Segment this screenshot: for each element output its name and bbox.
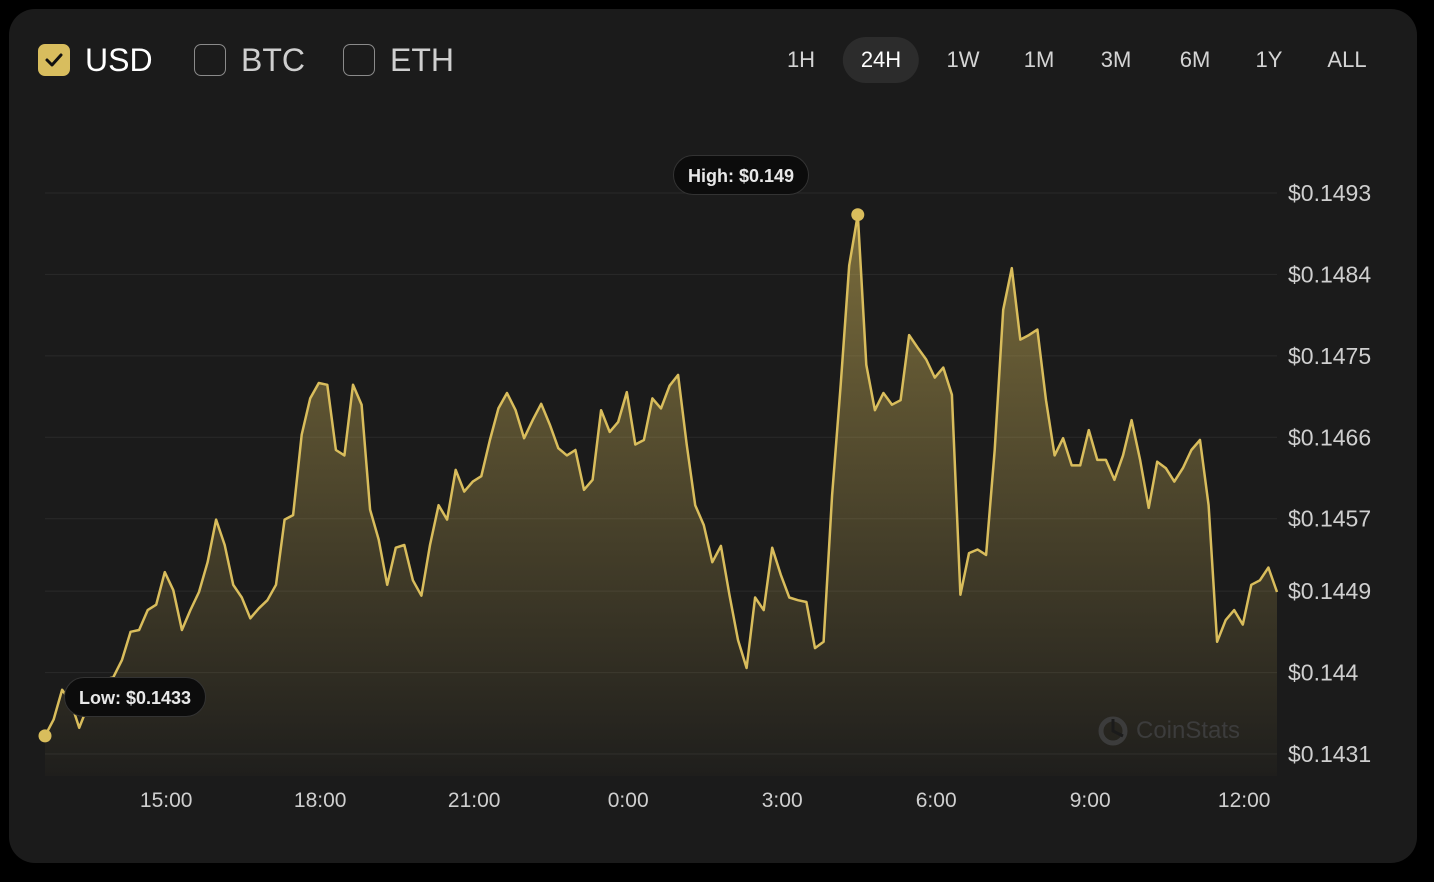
y-tick-label: $0.1493	[1288, 180, 1371, 206]
high-marker	[851, 208, 865, 222]
x-tick-label: 0:00	[608, 789, 649, 812]
y-tick-label: $0.1457	[1288, 506, 1371, 532]
x-tick-label: 6:00	[916, 789, 957, 812]
y-tick-label: $0.1484	[1288, 261, 1371, 287]
checkbox-icon[interactable]	[343, 44, 375, 76]
price-line	[43, 213, 1279, 737]
x-tick-label: 18:00	[294, 789, 347, 812]
x-tick-label: 12:00	[1218, 789, 1271, 812]
y-tick-label: $0.1475	[1288, 343, 1371, 369]
timeframe-3m[interactable]: 3M	[1100, 47, 1132, 72]
y-tick-label: $0.1431	[1288, 741, 1371, 767]
coinstats-logo-icon	[1098, 716, 1128, 746]
timeframe-all[interactable]: ALL	[1327, 47, 1367, 72]
currency-label: USD	[85, 41, 153, 78]
timeframe-6m[interactable]: 6M	[1179, 47, 1211, 72]
x-tick-label: 9:00	[1070, 789, 1111, 812]
coinstats-watermark: CoinStats	[1098, 716, 1240, 746]
high-tooltip: High: $0.149	[673, 155, 810, 195]
timeframe-1y[interactable]: 1Y	[1255, 47, 1283, 72]
low-tooltip: Low: $0.1433	[64, 677, 207, 717]
x-tick-label: 21:00	[448, 789, 501, 812]
checkbox-icon[interactable]	[194, 44, 226, 76]
low-marker	[38, 729, 52, 743]
y-tick-label: $0.144	[1288, 660, 1359, 686]
currency-label: ETH	[390, 41, 454, 78]
timeframe-1m[interactable]: 1M	[1023, 47, 1055, 72]
checkbox-checked-icon[interactable]	[38, 44, 70, 76]
currency-toggle-usd[interactable]: USD	[38, 36, 153, 84]
timeframe-1h[interactable]: 1H	[786, 47, 816, 72]
x-tick-label: 15:00	[140, 789, 193, 812]
timeframe-24h[interactable]: 24H	[842, 37, 920, 83]
currency-toggle-btc[interactable]: BTC	[194, 36, 305, 84]
x-tick-label: 3:00	[762, 789, 803, 812]
timeframe-1w[interactable]: 1W	[946, 47, 980, 72]
currency-label: BTC	[241, 41, 305, 78]
y-tick-label: $0.1466	[1288, 424, 1371, 450]
currency-toggle-eth[interactable]: ETH	[343, 36, 454, 84]
watermark-text: CoinStats	[1136, 717, 1241, 744]
price-area-fill	[45, 214, 1277, 776]
y-tick-label: $0.1449	[1288, 578, 1371, 604]
